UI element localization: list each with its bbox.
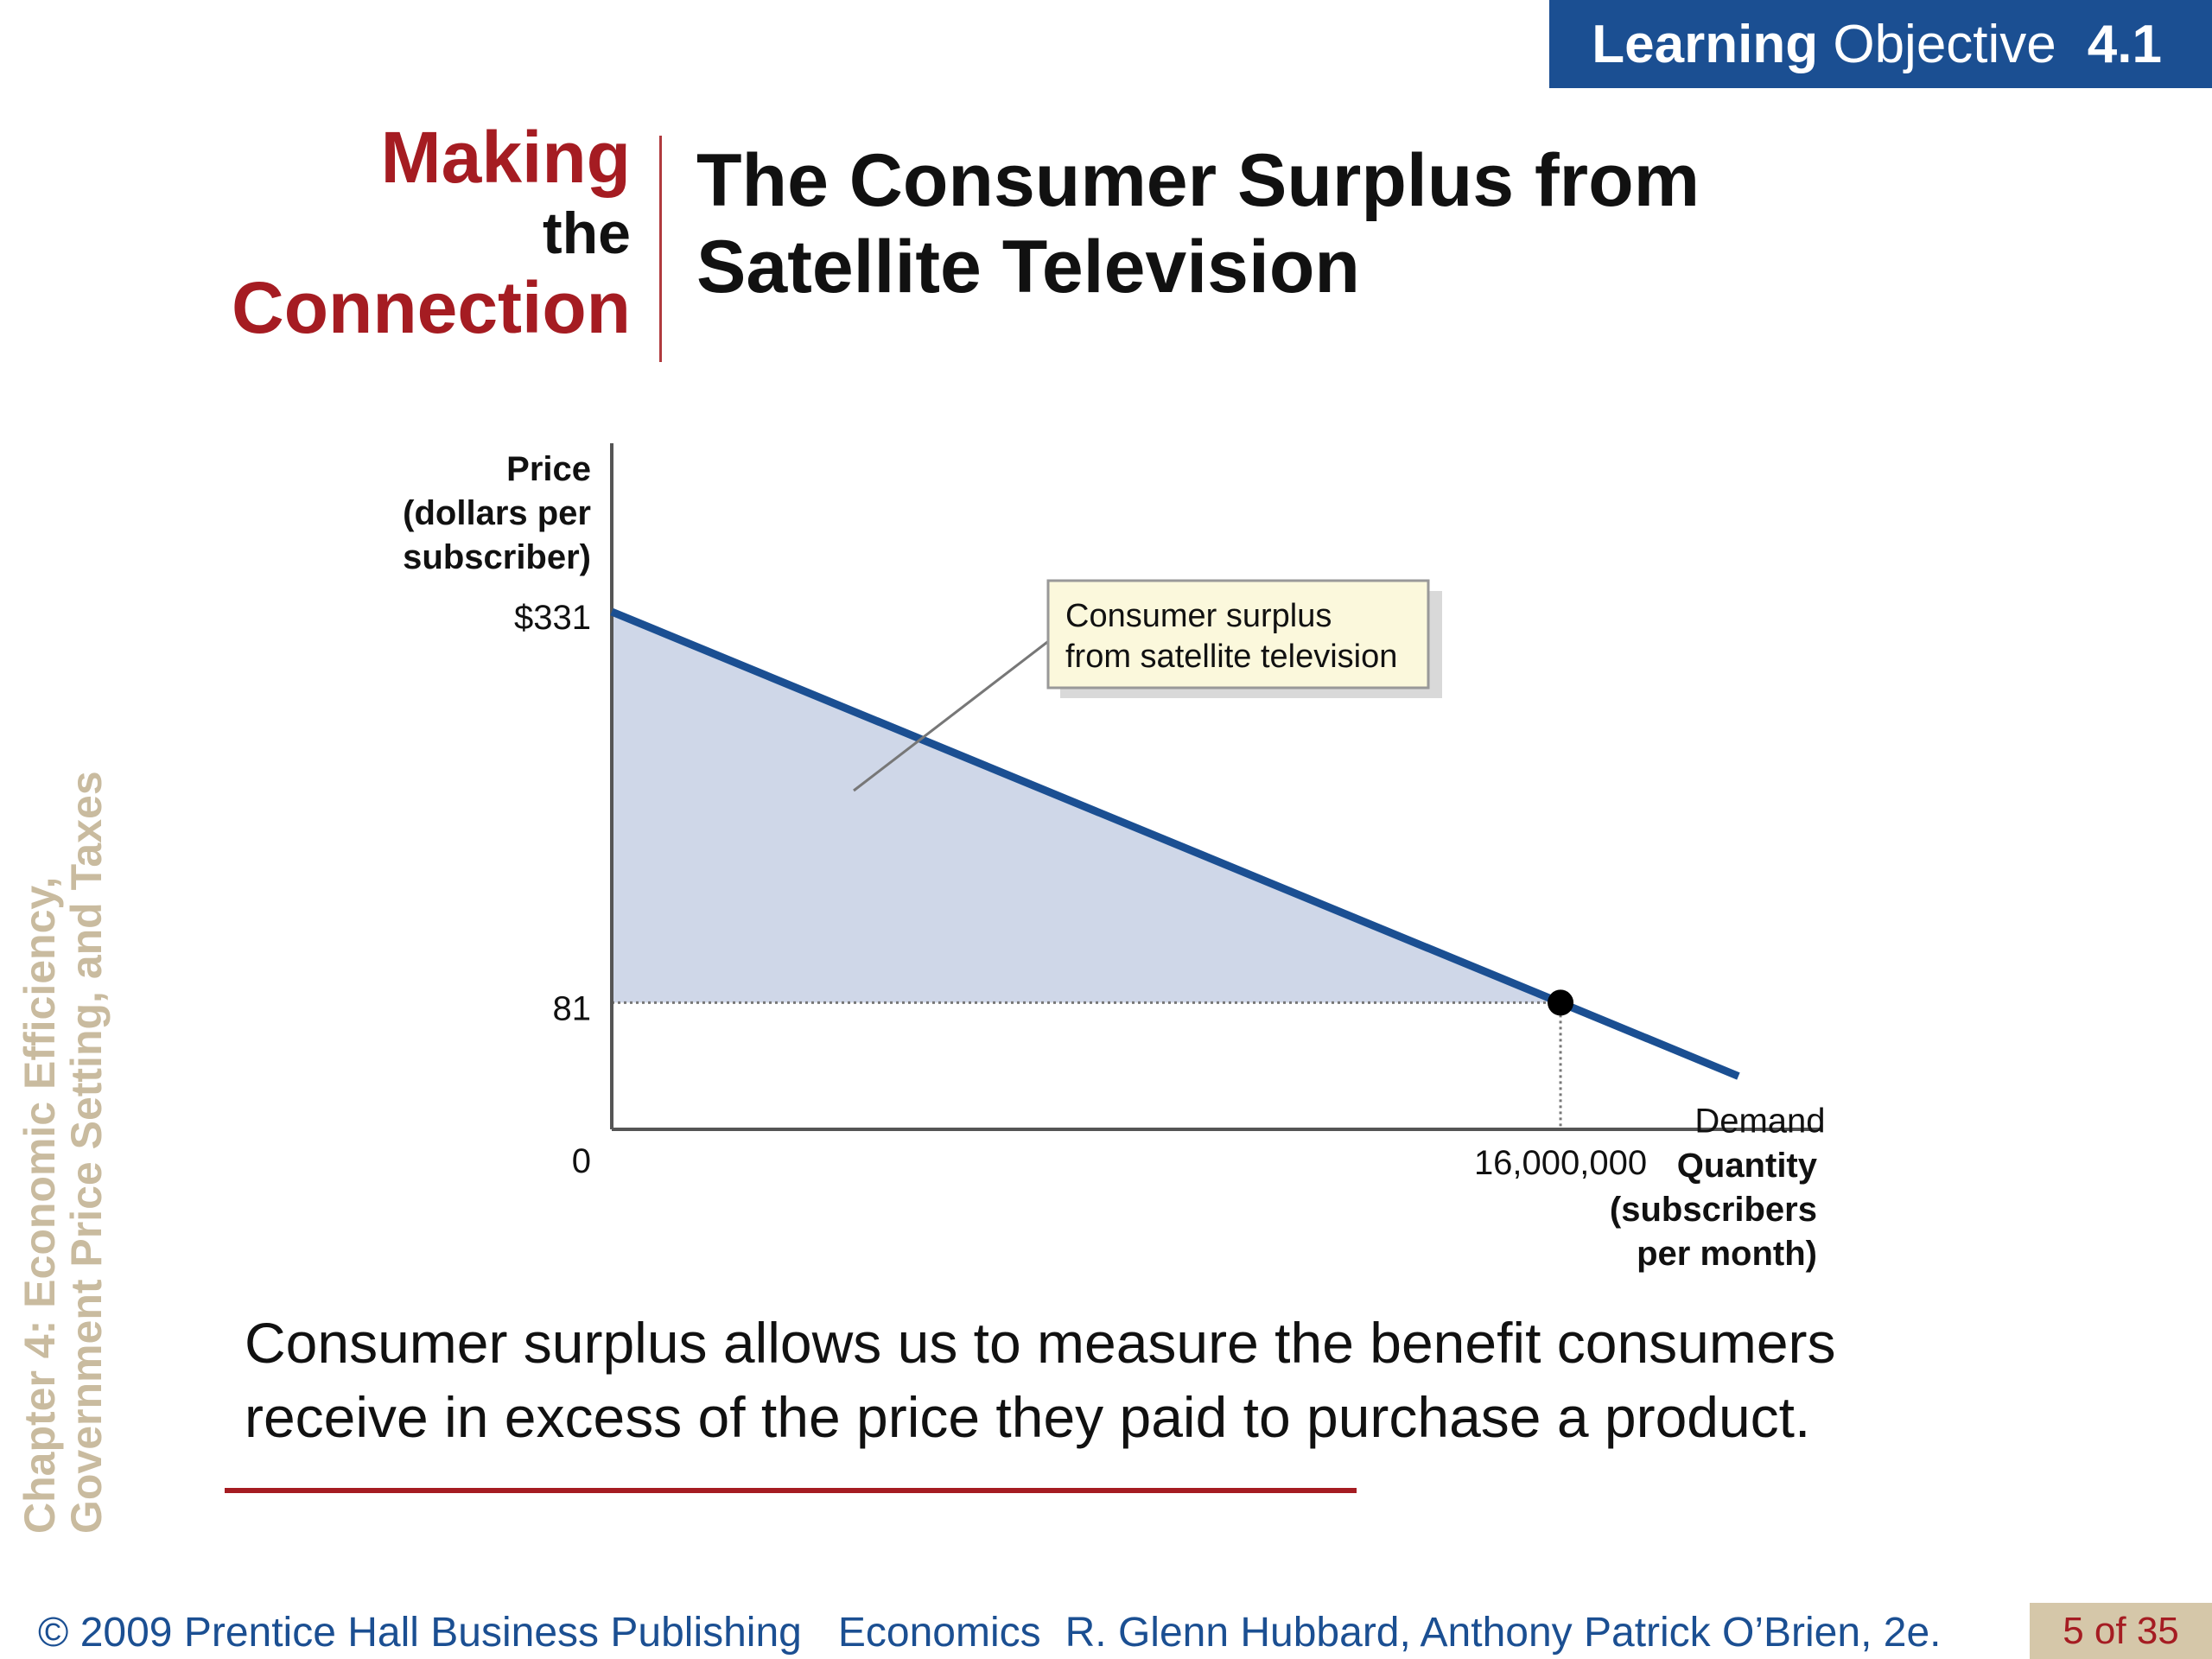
footer-copyright: © 2009 Prentice Hall Business Publishing: [38, 1610, 802, 1656]
demand-label: Demand: [1694, 1102, 1825, 1140]
footer-book: Economics: [837, 1610, 1041, 1656]
divider-rule: [225, 1488, 1357, 1493]
y-axis-title: Price: [506, 450, 591, 488]
annotation-leader-line: [853, 635, 1055, 792]
mtc-connection: Connection: [232, 267, 631, 348]
body-line-2: receive in excess of the price they paid…: [245, 1384, 1811, 1449]
mtc-the: the: [543, 200, 631, 266]
y-tick-label: 81: [553, 989, 592, 1027]
annotation-text: Consumer surplus: [1065, 598, 1332, 634]
equilibrium-point: [1548, 989, 1574, 1016]
learning-objective-label: Objective: [1833, 14, 2056, 74]
body-line-1: Consumer surplus allows us to measure th…: [245, 1311, 1836, 1375]
mtc-divider: [659, 136, 662, 362]
footer: © 2009 Prentice Hall Business Publishing…: [38, 1609, 1941, 1656]
x-axis-title: Quantity: [1677, 1147, 1818, 1185]
page-number: 5 of 35: [2030, 1603, 2212, 1659]
learning-objective-banner: Learning Objective 4.1: [1549, 0, 2212, 88]
y-tick-label: 0: [572, 1142, 591, 1180]
y-tick-label: $331: [514, 599, 591, 637]
learning-objective-number: 4.1: [2087, 14, 2162, 74]
learning-objective-bold: Learning: [1592, 14, 1819, 74]
mtc-making: Making: [380, 117, 631, 198]
x-axis-title: (subscribers: [1610, 1191, 1817, 1229]
making-the-connection-logo: Making the Connection: [232, 121, 631, 344]
x-axis-title: per month): [1637, 1235, 1817, 1273]
page-title: The Consumer Surplus from Satellite Tele…: [696, 138, 1820, 311]
footer-authors: R. Glenn Hubbard, Anthony Patrick O’Brie…: [1065, 1610, 1942, 1656]
annotation-box: [1046, 579, 1430, 690]
body-paragraph: Consumer surplus allows us to measure th…: [245, 1306, 2016, 1455]
title-line-1: The Consumer Surplus from: [696, 139, 1700, 222]
y-axis-title: (dollars per: [403, 494, 591, 532]
y-axis-title: subscriber): [403, 538, 591, 576]
x-tick-label: 16,000,000: [1474, 1144, 1647, 1182]
title-line-2: Satellite Television: [696, 225, 1360, 308]
annotation-text: from satellite television: [1065, 639, 1397, 675]
